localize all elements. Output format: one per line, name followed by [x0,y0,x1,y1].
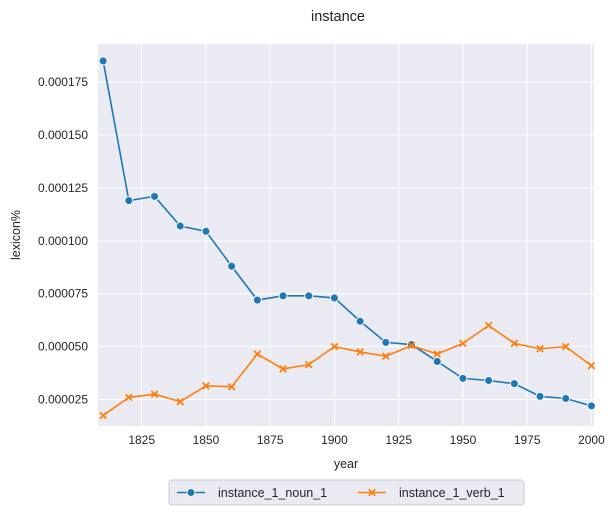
data-point-x-stroke [407,341,416,350]
series-line-instance_1_verb_1 [102,324,592,417]
y-tick-label: 0.000150 [38,128,88,142]
data-point-x [253,350,262,358]
data-point-circle [535,391,545,401]
legend-marker-circle [186,488,196,497]
data-point-x [356,348,364,356]
data-point-circle [278,291,288,301]
data-point-x-stroke [484,321,493,330]
data-point-circle [484,376,494,385]
data-point-x-stroke [150,390,159,399]
legend-marker-x [368,488,376,497]
data-point-circle [175,221,185,231]
series-instance_1_verb_1 [99,321,596,420]
data-point-x [304,360,313,369]
data-point-circle [586,401,596,411]
x-tick-label: 1875 [257,433,284,447]
data-point-x-stroke [253,350,262,358]
data-point-x [150,390,159,399]
data-point-x-stroke [433,350,442,358]
data-point-x-stroke [330,342,339,351]
data-point-x [330,342,339,351]
data-point-x [202,381,210,390]
data-point-x-stroke [125,393,133,402]
data-point-x-stroke [459,339,467,348]
data-point-x-stroke [536,344,544,353]
data-point-circle [329,293,339,303]
data-point-x [279,365,287,373]
legend-label: instance_1_verb_1 [399,486,505,500]
y-tick-label: 0.000100 [38,234,88,248]
data-point-x [561,342,570,351]
data-point-circle [124,196,134,206]
data-point-x [176,397,185,406]
data-point-x-stroke [99,411,107,420]
y-tick-label: 0.000050 [38,340,88,354]
data-point-circle [509,379,519,389]
data-point-x [459,339,467,348]
y-axis-ticks: 0.000025 0.000050 0.000075 0.000100 0.000125… [38,75,88,406]
data-point-circle [150,191,159,201]
data-point-circle [432,357,442,366]
x-tick-label: 1825 [128,433,155,447]
data-point-x [510,339,519,348]
y-tick-label: 0.000075 [38,287,88,301]
data-point-x-stroke [381,352,390,360]
data-point-circle [201,226,211,236]
legend: instance_1_noun_1 instance_1_verb_1 [168,479,525,506]
plot-area [98,44,594,426]
data-point-x [407,341,416,350]
data-point-x-stroke [176,397,185,406]
data-point-circle [355,316,365,326]
data-point-x-stroke [561,342,570,351]
x-tick-label: 1950 [450,433,477,447]
data-point-x-stroke [510,339,519,348]
data-point-circle [458,373,468,383]
data-point-x [587,361,596,370]
data-point-x [99,411,107,420]
chart-title: instance [311,9,365,25]
x-tick-label: 1850 [193,433,220,447]
data-point-x-stroke [356,348,364,356]
data-point-x [125,393,133,402]
data-point-circle [381,337,391,347]
data-point-x-stroke [279,365,287,373]
data-point-circle [227,261,237,271]
data-point-x-stroke [227,383,236,391]
y-tick-label: 0.000175 [38,75,88,89]
data-point-x-stroke [202,381,210,390]
series-instance_1_noun_1 [98,56,596,411]
y-tick-label: 0.000025 [38,393,88,407]
data-point-x [484,321,493,330]
data-point-x [381,352,390,360]
x-tick-label: 2000 [578,433,605,447]
legend-label: instance_1_noun_1 [218,486,327,500]
data-point-x [227,383,236,391]
data-point-circle [304,291,314,301]
x-tick-label: 1975 [514,433,541,447]
data-point-x-stroke [587,361,596,370]
legend-marker-x-stroke [368,488,376,497]
data-point-x-stroke [304,360,313,369]
x-axis-label: year [334,457,358,471]
data-point-circle [561,394,571,403]
x-tick-label: 1925 [385,433,412,447]
series-layer [98,56,596,420]
x-axis-ticks: 1825 1850 1875 1900 1925 1950 1975 2000 [128,433,605,447]
data-point-x [433,350,442,358]
legend-box [168,479,525,506]
data-point-x [536,344,544,353]
gridlines [98,44,594,426]
y-axis-label: lexicon% [9,210,23,260]
data-point-circle [98,56,108,66]
y-tick-label: 0.000125 [38,181,88,195]
x-tick-label: 1900 [321,433,348,447]
data-point-circle [252,295,262,305]
